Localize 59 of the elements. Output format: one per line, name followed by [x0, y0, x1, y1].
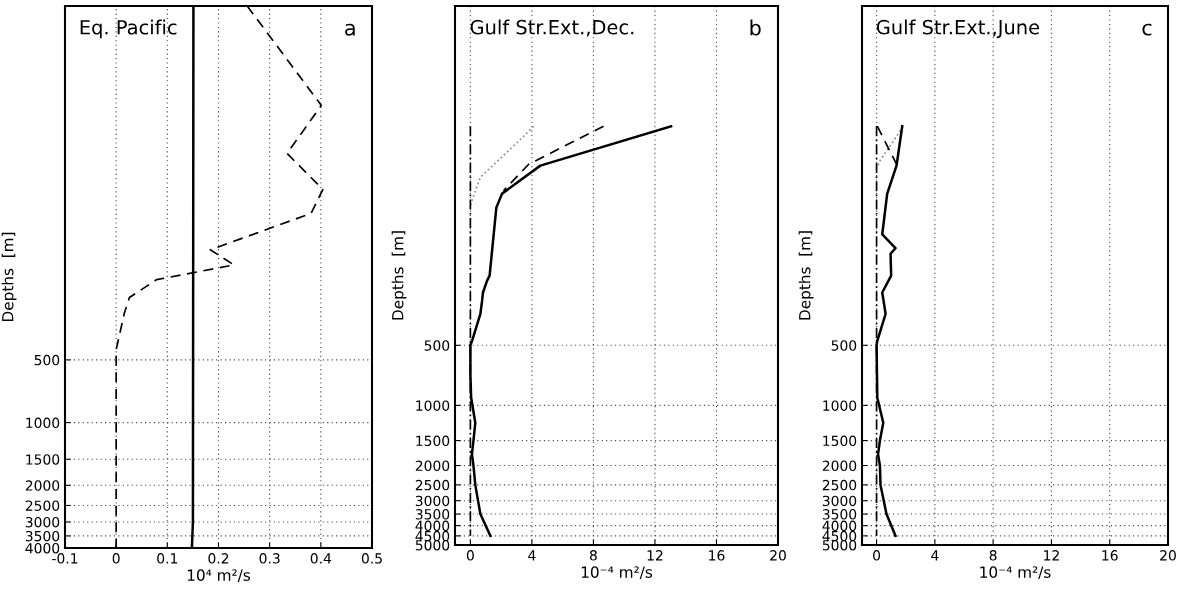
- y-tick-label: 3500: [822, 509, 857, 520]
- x-tick-label: 0.2: [208, 553, 229, 564]
- x-tick-label: 8: [989, 550, 997, 561]
- y-tick-label: 4000: [25, 542, 60, 554]
- y-tick-label: 500: [34, 354, 60, 366]
- text: Gulf Str.Ext.,June: [876, 19, 1040, 39]
- x-tick-label: 20: [1160, 550, 1176, 561]
- y-tick-label: 1000: [416, 400, 450, 411]
- x-tick-label: 4: [528, 550, 536, 561]
- y-tick-label: 2000: [25, 480, 60, 491]
- x-tick-label: 0.1: [157, 553, 178, 564]
- x-axis-title: 10⁴ m²/s: [187, 569, 251, 583]
- x-tick-label: 0: [112, 553, 120, 564]
- x-axis-title: 10⁻⁴ m²/s: [581, 566, 653, 580]
- y-tick-label: 500: [424, 340, 450, 351]
- y-tick-label: 4000: [415, 520, 450, 532]
- y-tick-label: 2500: [822, 479, 857, 491]
- annotation: b: [750, 19, 761, 36]
- y-tick-label: 1500: [823, 435, 857, 447]
- y-tick-label: 5000: [822, 539, 857, 551]
- y-tick-label: 2000: [822, 460, 857, 471]
- y-axis-title: Depths [m]: [1, 232, 17, 321]
- x-tick-label: 16: [1102, 550, 1118, 561]
- y-tick-label: 1000: [26, 417, 60, 429]
- y-tick-label: 4000: [822, 520, 857, 532]
- annotation: a: [345, 23, 355, 36]
- x-axis-title: 10⁻⁴ m²/s: [980, 566, 1051, 580]
- x-tick-label: 16: [709, 550, 725, 561]
- y-tick-label: 3500: [415, 509, 450, 520]
- x-tick-label: 20: [770, 550, 786, 561]
- y-tick-label: 2000: [415, 460, 450, 471]
- y-tick-label: 4500: [822, 530, 857, 542]
- x-tick-label: 0.4: [310, 553, 332, 564]
- text: Eq. Pacific: [80, 19, 177, 39]
- annotation: c: [1142, 23, 1152, 36]
- y-tick-label: 3500: [25, 530, 60, 542]
- y-tick-label: 2500: [415, 479, 450, 491]
- y-tick-label: 3000: [415, 495, 450, 507]
- text: Gulf Str.Ext.,Dec.: [470, 19, 634, 37]
- x-tick-label: 12: [1044, 550, 1059, 561]
- y-tick-label: 3000: [822, 495, 857, 507]
- x-tick-label: 8: [589, 550, 597, 561]
- x-tick-label: 0.5: [361, 553, 382, 564]
- y-tick-label: 4500: [415, 530, 450, 542]
- x-tick-label: 4: [931, 550, 939, 561]
- x-tick-label: 0: [873, 550, 881, 561]
- y-tick-label: 1500: [416, 435, 450, 447]
- y-tick-label: 2500: [25, 500, 60, 511]
- x-tick-label: 0: [466, 550, 474, 561]
- x-tick-label: -0.1: [52, 553, 78, 564]
- x-tick-label: 12: [647, 550, 663, 561]
- x-tick-label: 0.3: [259, 553, 280, 564]
- y-axis-title: Depths [m]: [391, 231, 407, 320]
- y-tick-label: 5000: [415, 539, 450, 551]
- y-tick-label: 1500: [26, 454, 60, 465]
- y-tick-label: 500: [831, 340, 857, 351]
- y-tick-label: 1000: [823, 400, 857, 411]
- y-tick-label: 3000: [25, 516, 60, 528]
- y-axis-title: Depths [m]: [798, 231, 814, 320]
